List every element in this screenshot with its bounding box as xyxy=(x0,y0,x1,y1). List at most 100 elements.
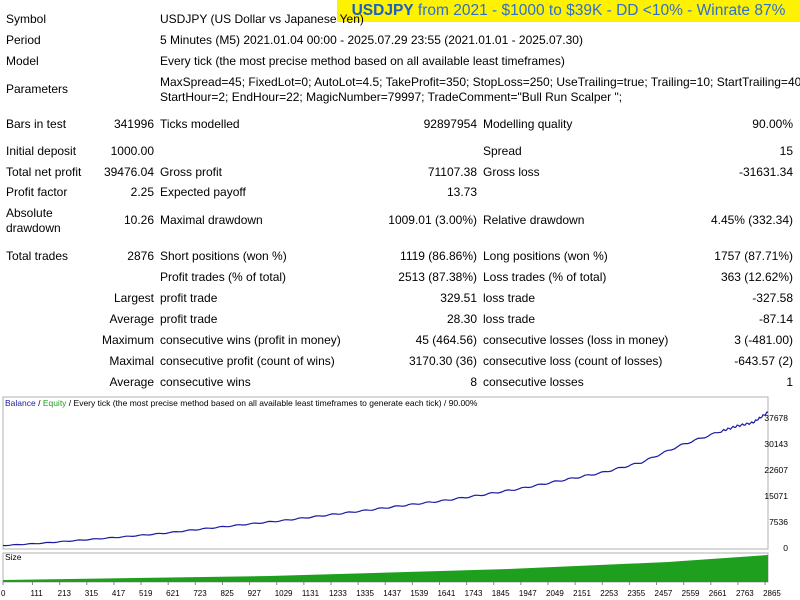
x-tick-label: 927 xyxy=(247,589,261,598)
legend-rest: / Every tick (the most precise method ba… xyxy=(66,398,478,408)
payoff-value: 13.73 xyxy=(446,185,477,199)
size-area xyxy=(3,555,768,582)
reldd-label: Relative drawdown xyxy=(483,213,585,227)
x-tick-label: 0 xyxy=(1,589,6,598)
legend-sep: / xyxy=(35,398,43,408)
parameters-label: Parameters xyxy=(6,82,69,96)
ptrades-value: 2513 (87.38%) xyxy=(398,270,477,284)
largest-pt-value: 329.51 xyxy=(440,291,477,305)
maxl-profit-value: 3170.30 (36) xyxy=(408,354,477,368)
balance-line xyxy=(2,411,769,547)
grossloss-label: Gross loss xyxy=(483,165,540,179)
deposit-label: Initial deposit xyxy=(6,144,77,158)
x-tick-label: 1029 xyxy=(274,589,293,598)
trades-value: 2876 xyxy=(127,249,154,263)
balance-chart-svg xyxy=(2,396,769,585)
period-label: Period xyxy=(6,33,41,47)
spread-label: Spread xyxy=(483,144,522,158)
maxl-profit-label: consecutive profit (count of wins) xyxy=(160,354,335,368)
x-tick-label: 315 xyxy=(84,589,99,598)
x-tick-label: 2763 xyxy=(735,589,754,598)
long-value: 1757 (87.71%) xyxy=(714,249,793,263)
y-tick-label: 15071 xyxy=(764,490,788,501)
x-tick-label: 1539 xyxy=(410,589,429,598)
bars-label: Bars in test xyxy=(6,117,67,131)
largest-lt-label: loss trade xyxy=(483,291,536,305)
maxdd-label: Maximal drawdown xyxy=(160,213,263,227)
avg2-label: Average xyxy=(109,375,154,389)
title-banner: USDJPY from 2021 - $1000 to $39K - DD <1… xyxy=(337,0,800,22)
period-value: 5 Minutes (M5) 2021.01.04 00:00 - 2025.0… xyxy=(160,33,583,47)
x-tick-label: 213 xyxy=(57,589,72,598)
x-tick-label: 825 xyxy=(220,589,234,598)
y-tick-label: 30143 xyxy=(764,438,788,449)
largest-lt-value: -327.58 xyxy=(752,291,793,305)
short-value: 1119 (86.86%) xyxy=(400,249,477,263)
x-tick-label: 1641 xyxy=(437,589,456,598)
x-tick-label: 2049 xyxy=(546,589,564,598)
symbol-value: USDJPY (US Dollar vs Japanese Yen) xyxy=(160,12,364,26)
avg-losses-label: consecutive losses xyxy=(483,375,584,389)
ticks-value: 92897954 xyxy=(423,117,477,131)
x-tick-label: 1233 xyxy=(328,589,347,598)
avg-wins-value: 8 xyxy=(470,375,477,389)
ptrades-label: Profit trades (% of total) xyxy=(160,270,287,284)
legend-balance: Balance xyxy=(5,398,36,408)
ltrades-label: Loss trades (% of total) xyxy=(483,270,607,284)
short-label: Short positions (won %) xyxy=(160,249,287,263)
spread-value: 15 xyxy=(779,144,793,158)
max-losses-value: 3 (-481.00) xyxy=(734,333,793,347)
bars-value: 341996 xyxy=(113,117,154,131)
quality-value: 90.00% xyxy=(752,117,793,131)
maxdd-value: 1009.01 (3.00%) xyxy=(388,213,477,227)
x-tick-label: 1437 xyxy=(383,589,402,598)
avg-wins-label: consecutive wins xyxy=(160,375,251,389)
max-wins-value: 45 (464.56) xyxy=(415,333,477,347)
banner-text: from 2021 - $1000 to $39K - DD <10% - Wi… xyxy=(413,2,786,19)
size-label: Size xyxy=(5,552,22,562)
max-wins-label: consecutive wins (profit in money) xyxy=(160,333,341,347)
quality-label: Modelling quality xyxy=(483,117,573,131)
x-tick-label: 2457 xyxy=(654,589,673,598)
grossloss-value: -31631.34 xyxy=(738,165,793,179)
x-tick-label: 1131 xyxy=(301,589,320,598)
test-report: USDJPY from 2021 - $1000 to $39K - DD <1… xyxy=(6,0,800,389)
x-tick-label: 621 xyxy=(166,589,180,598)
maximum-label: Maximum xyxy=(101,333,154,347)
largest-label: Largest xyxy=(113,291,154,305)
banner-pair: USDJPY xyxy=(351,2,414,19)
y-tick-label: 7536 xyxy=(769,516,788,527)
x-tick-label: 2559 xyxy=(681,589,700,598)
average-lt-label: loss trade xyxy=(483,312,536,326)
y-tick-label: 22607 xyxy=(764,464,788,475)
ticks-label: Ticks modelled xyxy=(160,117,240,131)
x-tick-label: 2253 xyxy=(600,589,619,598)
x-tick-label: 1743 xyxy=(464,589,483,598)
grossprofit-label: Gross profit xyxy=(160,165,223,179)
netprofit-value: 39476.04 xyxy=(103,165,154,179)
y-tick-label: 0 xyxy=(783,543,788,553)
pf-label: Profit factor xyxy=(6,185,68,199)
ltrades-value: 363 (12.62%) xyxy=(720,270,793,284)
x-tick-label: 723 xyxy=(193,589,207,598)
x-tick-label: 111 xyxy=(30,589,43,598)
balance-chart: Balance / Equity / Every tick (the most … xyxy=(0,395,800,600)
chart-legend: Balance / Equity / Every tick (the most … xyxy=(5,398,477,408)
average-pt-label: profit trade xyxy=(160,312,218,326)
maximal-label: Maximal xyxy=(109,354,154,368)
parameters-line2: StartHour=2; EndHour=22; MagicNumber=799… xyxy=(160,90,623,104)
main-plot-frame xyxy=(2,396,769,550)
average-label: Average xyxy=(109,312,154,326)
grossprofit-value: 71107.38 xyxy=(427,165,477,179)
x-tick-label: 417 xyxy=(111,589,126,598)
maxl-loss-label: consecutive loss (count of losses) xyxy=(483,354,663,368)
reldd-value: 4.45% (332.34) xyxy=(710,213,793,227)
max-losses-label: consecutive losses (loss in money) xyxy=(483,333,669,347)
pf-value: 2.25 xyxy=(130,185,154,199)
x-tick-label: 2865 xyxy=(763,589,781,598)
maxl-loss-value: -643.57 (2) xyxy=(734,354,793,368)
absdd-value: 10.26 xyxy=(123,213,154,227)
avg-losses-value: 1 xyxy=(786,375,793,389)
y-tick-label: 37678 xyxy=(764,412,788,423)
model-label: Model xyxy=(6,54,39,68)
